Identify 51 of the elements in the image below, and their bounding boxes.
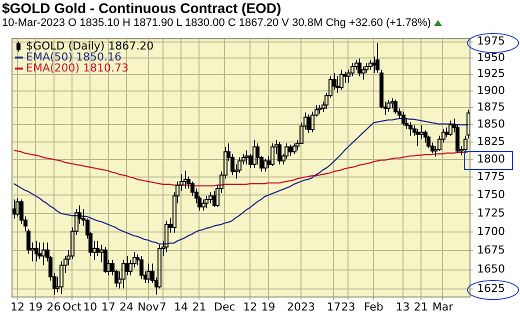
x-tick-label: 17 xyxy=(101,300,116,314)
x-tick-label: 2023 xyxy=(286,300,315,314)
y-tick-label: 1975 xyxy=(477,34,505,48)
y-tick-label: 1925 xyxy=(477,67,505,80)
x-tick-label: Dec xyxy=(214,300,236,314)
y-tick-label: 1800 xyxy=(477,152,505,166)
y-tick-label: 1725 xyxy=(477,206,505,220)
y-tick-label: 1650 xyxy=(477,262,505,276)
chart-subtitle: 10-Mar-2023 O 1835.10 H 1871.90 L 1830.00 C 1867.20 V 30.8M Chg +32.60 (+1.78%) xyxy=(2,17,431,29)
candlestick xyxy=(420,124,424,140)
y-tick-label: 1625 xyxy=(477,282,505,296)
chart-title: $GOLD Gold - Continuous Contract (EOD) xyxy=(2,0,282,16)
y-tick-label: 1700 xyxy=(477,224,505,238)
y-tick-label: 1950 xyxy=(477,50,505,64)
y-tick-label: 1825 xyxy=(477,134,505,148)
y-tick-label: 1675 xyxy=(477,244,505,257)
x-tick-label: 19 xyxy=(28,300,43,314)
x-tick-label: 21 xyxy=(192,300,206,314)
x-tick-label: Nov xyxy=(138,300,160,314)
x-tick-label: 21 xyxy=(414,300,428,314)
candlestick xyxy=(244,150,248,165)
candlestick xyxy=(340,69,344,90)
candlestick xyxy=(146,263,150,284)
x-tick-label: Feb xyxy=(364,300,384,314)
legend-label: $GOLD (Daily) 1867.20 xyxy=(26,39,154,52)
candlestick xyxy=(252,139,256,168)
x-tick-label: 14 xyxy=(174,300,188,314)
x-tick-label: 26 xyxy=(46,300,61,314)
x-tick-label: Oct xyxy=(62,300,82,314)
candlestick xyxy=(318,104,322,114)
x-tick-label: 12 xyxy=(243,300,258,314)
x-tick-label: 10 xyxy=(83,300,98,314)
legend-label: EMA(200) 1810.73 xyxy=(26,61,129,74)
candlestick xyxy=(42,242,46,266)
x-tick-label: 7 xyxy=(159,300,166,314)
x-tick-label: 23 xyxy=(341,300,356,314)
x-tick-label: 12 xyxy=(10,300,24,314)
x-tick-label: 13 xyxy=(396,300,410,314)
candlestick xyxy=(204,195,208,209)
x-tick-label: 19 xyxy=(261,300,276,314)
x-tick-label: 17 xyxy=(326,300,341,314)
y-tick-label: 1850 xyxy=(477,118,505,131)
y-tick-label: 1875 xyxy=(477,100,505,114)
x-tick-label: Mar xyxy=(432,300,454,314)
y-tick-label: 1750 xyxy=(477,188,505,202)
candlestick xyxy=(184,170,188,190)
candlestick xyxy=(122,259,126,289)
y-tick-label: 1900 xyxy=(477,84,505,97)
candlestick xyxy=(362,66,366,80)
x-tick-label: 24 xyxy=(120,300,134,314)
y-tick-label: 1775 xyxy=(477,170,505,184)
